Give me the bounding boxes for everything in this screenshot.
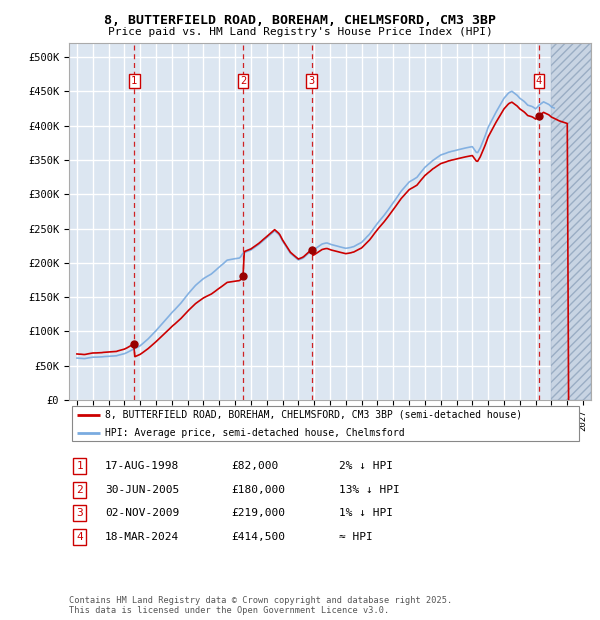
Text: Contains HM Land Registry data © Crown copyright and database right 2025.
This d: Contains HM Land Registry data © Crown c… xyxy=(69,596,452,615)
Bar xyxy=(551,43,591,400)
Text: 8, BUTTERFIELD ROAD, BOREHAM, CHELMSFORD, CM3 3BP: 8, BUTTERFIELD ROAD, BOREHAM, CHELMSFORD… xyxy=(104,14,496,27)
Text: HPI: Average price, semi-detached house, Chelmsford: HPI: Average price, semi-detached house,… xyxy=(105,428,404,438)
Text: 17-AUG-1998: 17-AUG-1998 xyxy=(105,461,179,471)
Text: 1: 1 xyxy=(131,76,137,86)
Text: £219,000: £219,000 xyxy=(231,508,285,518)
Text: 02-NOV-2009: 02-NOV-2009 xyxy=(105,508,179,518)
FancyBboxPatch shape xyxy=(71,406,580,441)
Text: ≈ HPI: ≈ HPI xyxy=(339,532,373,542)
Text: 2: 2 xyxy=(76,485,83,495)
Text: 3: 3 xyxy=(308,76,315,86)
Bar xyxy=(551,43,591,400)
Text: 3: 3 xyxy=(76,508,83,518)
Text: 1% ↓ HPI: 1% ↓ HPI xyxy=(339,508,393,518)
Text: 18-MAR-2024: 18-MAR-2024 xyxy=(105,532,179,542)
Text: 1: 1 xyxy=(76,461,83,471)
Text: £82,000: £82,000 xyxy=(231,461,278,471)
Text: 4: 4 xyxy=(76,532,83,542)
Text: Price paid vs. HM Land Registry's House Price Index (HPI): Price paid vs. HM Land Registry's House … xyxy=(107,27,493,37)
Text: 8, BUTTERFIELD ROAD, BOREHAM, CHELMSFORD, CM3 3BP (semi-detached house): 8, BUTTERFIELD ROAD, BOREHAM, CHELMSFORD… xyxy=(105,410,522,420)
Text: 2: 2 xyxy=(240,76,246,86)
Text: 4: 4 xyxy=(536,76,542,86)
Text: £414,500: £414,500 xyxy=(231,532,285,542)
Text: 2% ↓ HPI: 2% ↓ HPI xyxy=(339,461,393,471)
Text: 13% ↓ HPI: 13% ↓ HPI xyxy=(339,485,400,495)
Text: £180,000: £180,000 xyxy=(231,485,285,495)
Text: 30-JUN-2005: 30-JUN-2005 xyxy=(105,485,179,495)
